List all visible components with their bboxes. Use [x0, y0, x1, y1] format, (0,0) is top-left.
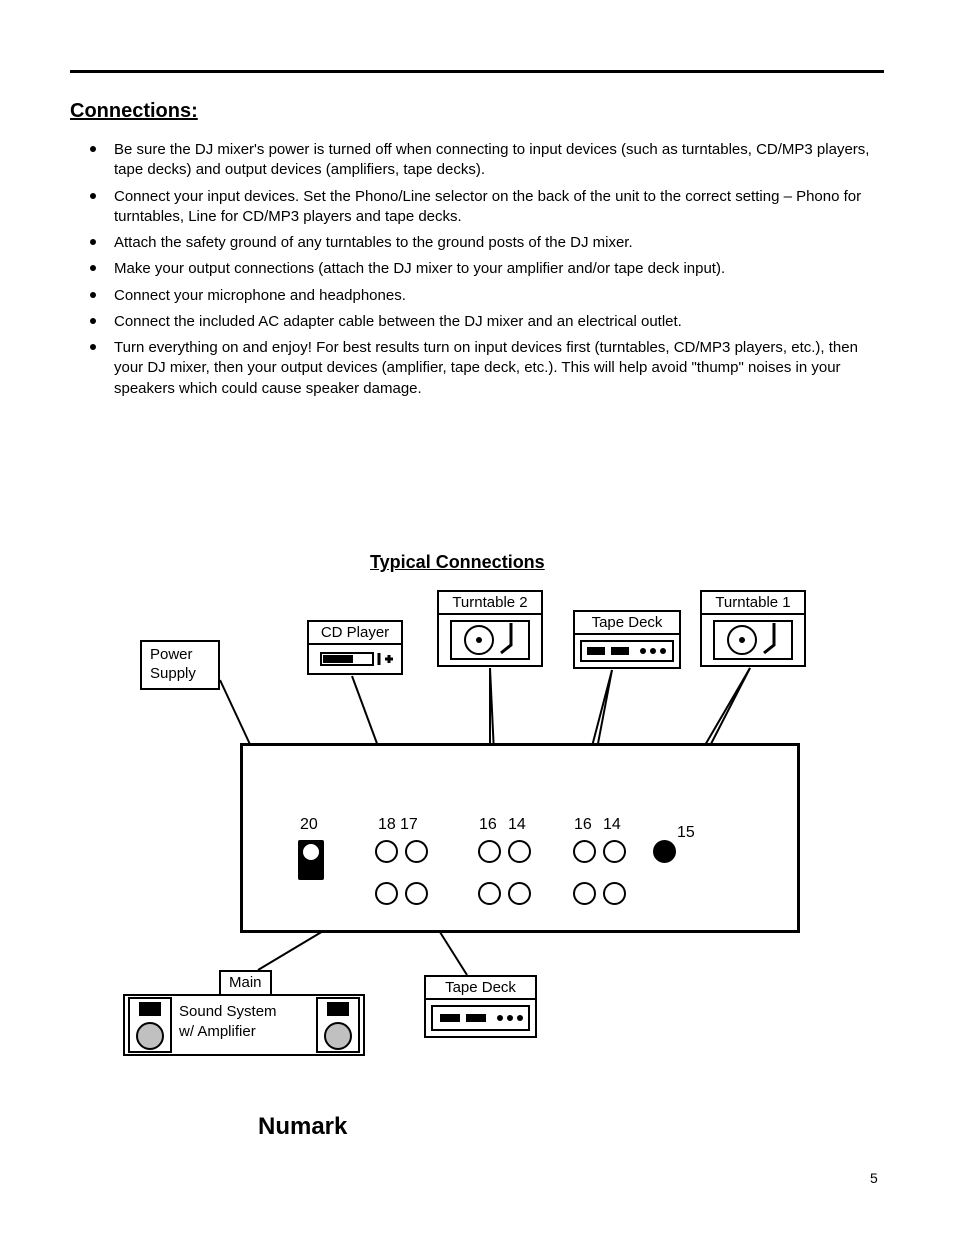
turntable2-box: Turntable 2	[437, 590, 543, 667]
jack	[508, 882, 531, 905]
jack-label: 14	[508, 816, 526, 834]
power-jack	[298, 840, 324, 880]
bullet-item: Connect your microphone and headphones.	[90, 286, 880, 306]
jack-label-15: 15	[677, 824, 695, 842]
jack-label: 16	[574, 816, 592, 834]
connection-bullets: Be sure the DJ mixer's power is turned o…	[90, 140, 880, 405]
section-title: Connections:	[70, 100, 198, 123]
jack-label: 16	[479, 816, 497, 834]
sound-system-label: Sound System w/ Amplifier	[179, 1002, 277, 1041]
turntable1-box: Turntable 1	[700, 590, 806, 667]
bullet-item: Connect your input devices. Set the Phon…	[90, 187, 880, 228]
jack	[478, 840, 501, 863]
diagram-title: Typical Connections	[370, 552, 545, 573]
jack-label-20: 20	[300, 816, 318, 834]
cd-player-box: CD Player	[307, 620, 403, 675]
page-number: 5	[870, 1170, 878, 1186]
jack-label: 17	[400, 816, 418, 834]
bullet-item: Connect the included AC adapter cable be…	[90, 312, 880, 332]
tape-deck-bottom-box: Tape Deck	[424, 975, 537, 1038]
turntable-icon	[702, 615, 804, 665]
turntable1-label: Turntable 1	[702, 592, 804, 615]
tape-deck-icon	[426, 1000, 535, 1036]
cd-player-icon	[309, 645, 401, 673]
jack	[573, 882, 596, 905]
jack	[603, 882, 626, 905]
bullet-item: Be sure the DJ mixer's power is turned o…	[90, 140, 880, 181]
jack	[375, 882, 398, 905]
turntable-icon	[439, 615, 541, 665]
tape-deck-bottom-label: Tape Deck	[426, 977, 535, 1000]
footer-logo: Numark	[258, 1113, 347, 1141]
cd-player-label: CD Player	[309, 622, 401, 645]
ground-post	[653, 840, 676, 863]
tape-deck-top-box: Tape Deck	[573, 610, 681, 669]
jack	[508, 840, 531, 863]
jack	[375, 840, 398, 863]
jack	[573, 840, 596, 863]
jack-label: 18	[378, 816, 396, 834]
jack-label: 14	[603, 816, 621, 834]
rule-top	[70, 70, 884, 73]
bullet-item: Attach the safety ground of any turntabl…	[90, 233, 880, 253]
tape-deck-icon	[575, 635, 679, 667]
sound-system-box: Sound System w/ Amplifier	[123, 994, 365, 1056]
bullet-item: Make your output connections (attach the…	[90, 259, 880, 279]
turntable2-label: Turntable 2	[439, 592, 541, 615]
tape-deck-top-label: Tape Deck	[575, 612, 679, 635]
jack	[405, 882, 428, 905]
bullet-item: Turn everything on and enjoy! For best r…	[90, 338, 880, 399]
jack	[478, 882, 501, 905]
jack	[603, 840, 626, 863]
power-supply-box: Power Supply	[140, 640, 220, 690]
jack	[405, 840, 428, 863]
main-label: Main	[219, 970, 272, 997]
